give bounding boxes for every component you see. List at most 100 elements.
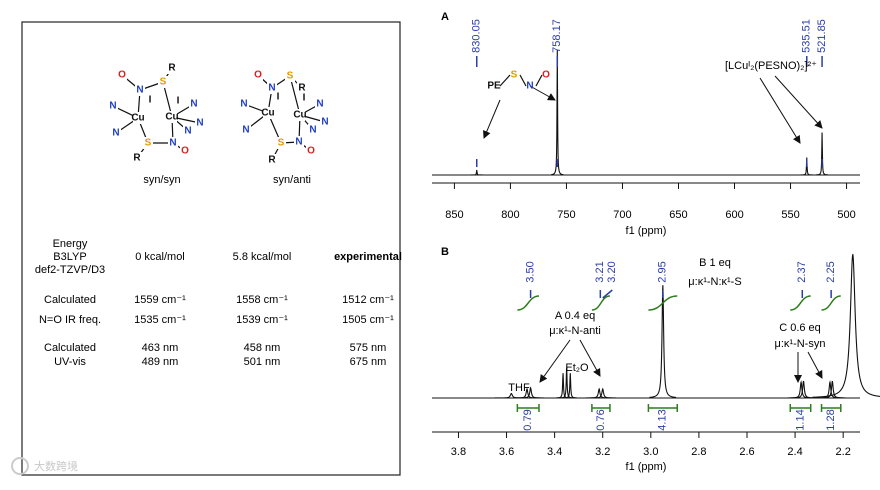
table-cell: 5.8 kcal/mol bbox=[233, 251, 292, 263]
atom-bg bbox=[117, 69, 127, 81]
peak-label: 2.37 bbox=[796, 261, 808, 282]
atom-label: O bbox=[181, 146, 189, 157]
x-tick-label: 3.8 bbox=[451, 446, 466, 458]
annotation: [LCuᴵ₂(PESNO)₂]²⁺ bbox=[725, 60, 817, 72]
peak-label: 2.95 bbox=[657, 261, 669, 282]
atom-bg bbox=[173, 95, 183, 107]
atom-label: N bbox=[295, 137, 302, 148]
atom-bg bbox=[145, 94, 155, 106]
atom-label: N bbox=[136, 85, 143, 96]
atom-bg bbox=[315, 98, 325, 110]
atom-bg bbox=[132, 152, 142, 164]
atom-bg bbox=[285, 70, 295, 82]
atom-bg bbox=[294, 136, 304, 148]
bond bbox=[499, 74, 511, 87]
annotation: μ:κ¹-N-syn bbox=[775, 338, 826, 350]
row-label: def2-TZVP/D3 bbox=[35, 264, 105, 276]
table-cell: 575 nm bbox=[350, 342, 387, 354]
atom-label: I bbox=[177, 96, 180, 107]
x-tick-label: 500 bbox=[837, 209, 855, 221]
peak bbox=[800, 157, 813, 176]
peak-label-bar bbox=[602, 289, 613, 299]
atom-bg bbox=[297, 82, 307, 94]
atom-bg bbox=[267, 82, 277, 94]
watermark-icon bbox=[11, 457, 29, 475]
x-tick-label: 2.6 bbox=[739, 446, 754, 458]
peak bbox=[551, 49, 564, 176]
atom-bg bbox=[143, 137, 153, 149]
atom-label: N bbox=[268, 83, 275, 94]
table-cell: 1558 cm⁻¹ bbox=[236, 294, 288, 306]
arrow bbox=[759, 77, 801, 144]
atom-label: S bbox=[278, 138, 285, 149]
atom-bg bbox=[180, 145, 190, 157]
atom-bg bbox=[253, 69, 263, 81]
table-cell: 1559 cm⁻¹ bbox=[134, 294, 186, 306]
atom-bg bbox=[276, 137, 286, 149]
atom-label: N bbox=[169, 138, 176, 149]
arrow bbox=[774, 75, 823, 129]
x-tick-label: 2.2 bbox=[836, 446, 851, 458]
arrows bbox=[483, 75, 823, 383]
integral-value: 0.79 bbox=[522, 409, 534, 430]
peak-label: 3.20 bbox=[606, 261, 618, 282]
annotation: THF bbox=[508, 382, 530, 394]
integral-bar bbox=[820, 404, 842, 412]
table-cell: 458 nm bbox=[244, 342, 281, 354]
atom-bg bbox=[320, 116, 330, 128]
peak bbox=[790, 380, 817, 399]
atom-label: N bbox=[321, 117, 328, 128]
integral-curve bbox=[648, 295, 678, 311]
bond bbox=[519, 74, 527, 87]
atom-label: R bbox=[298, 83, 306, 94]
annotation: B 1 eq bbox=[699, 257, 731, 269]
integral-value: 1.28 bbox=[825, 409, 837, 430]
atom-bg bbox=[111, 127, 121, 139]
table-cell: 1535 cm⁻¹ bbox=[134, 314, 186, 326]
atom-label: Cu bbox=[165, 112, 178, 123]
atom-bg bbox=[167, 111, 177, 123]
atom-label: N bbox=[316, 99, 323, 110]
x-tick-label: 850 bbox=[445, 209, 463, 221]
atom-bg bbox=[135, 84, 145, 96]
arrow bbox=[539, 339, 571, 383]
annotation: A 0.4 eq bbox=[555, 310, 595, 322]
atom-label: Cu bbox=[131, 113, 144, 124]
peak-label: 758.17 bbox=[551, 19, 563, 53]
panel-label: A bbox=[441, 11, 449, 23]
panel-label: B bbox=[441, 246, 449, 258]
atom-bg bbox=[273, 91, 283, 103]
atom-label: I bbox=[303, 93, 306, 104]
atom-label: N bbox=[109, 101, 116, 112]
fragment-atom: PE bbox=[487, 81, 501, 92]
atom-label: I bbox=[277, 92, 280, 103]
atom-bg bbox=[308, 124, 318, 136]
peak-label: 2.25 bbox=[825, 261, 837, 282]
atom-label: O bbox=[307, 146, 315, 157]
integral-value: 4.13 bbox=[657, 409, 669, 430]
peak-label: 521.85 bbox=[816, 19, 828, 53]
integral-bar bbox=[647, 404, 679, 412]
x-tick-label: 3.4 bbox=[547, 446, 562, 458]
atom-bg bbox=[133, 112, 143, 124]
atom-label: S bbox=[145, 138, 152, 149]
table-cell: 1512 cm⁻¹ bbox=[342, 294, 394, 306]
peak-label: 830.05 bbox=[471, 19, 483, 53]
x-axis-label: f1 (ppm) bbox=[626, 225, 667, 237]
peak-label: 3.50 bbox=[524, 261, 536, 282]
arrow bbox=[529, 85, 556, 101]
atom-bg bbox=[295, 109, 305, 121]
integral-curve bbox=[517, 295, 540, 311]
fragment-atom: S bbox=[511, 70, 518, 81]
arrow bbox=[807, 351, 823, 379]
peak bbox=[818, 380, 846, 399]
x-tick-label: 2.8 bbox=[691, 446, 706, 458]
atom-bg bbox=[189, 98, 199, 110]
atom-label: R bbox=[133, 153, 141, 164]
table-cell: 675 nm bbox=[350, 356, 387, 368]
row-label: UV-vis bbox=[54, 356, 86, 368]
atom-label: N bbox=[112, 128, 119, 139]
atom-label: N bbox=[196, 118, 203, 129]
atom-bg bbox=[299, 92, 309, 104]
